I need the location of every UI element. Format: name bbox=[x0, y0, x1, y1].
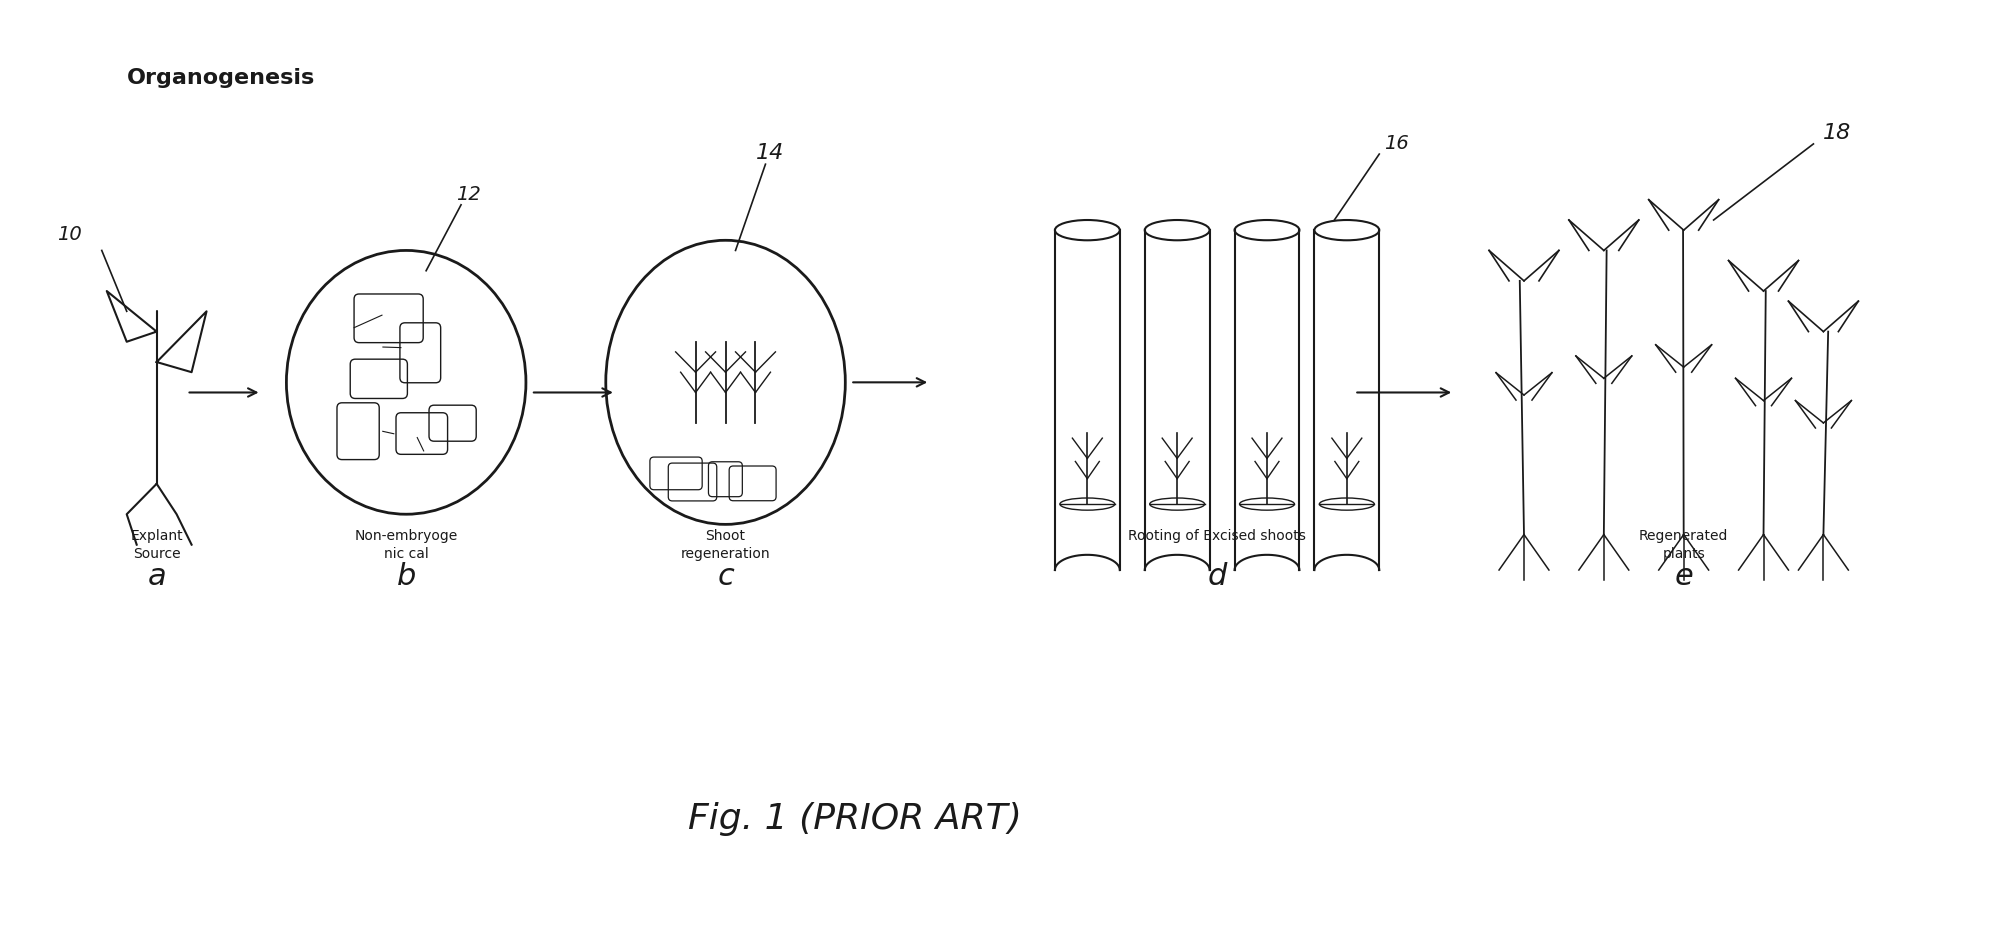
Text: 18: 18 bbox=[1823, 123, 1851, 143]
Text: 16: 16 bbox=[1385, 134, 1409, 153]
Text: a: a bbox=[147, 563, 167, 591]
Text: e: e bbox=[1674, 563, 1692, 591]
Text: Organogenesis: Organogenesis bbox=[127, 68, 316, 88]
Text: 14: 14 bbox=[756, 143, 784, 163]
Text: 10: 10 bbox=[56, 225, 82, 245]
Text: c: c bbox=[718, 563, 734, 591]
Text: Explant
Source: Explant Source bbox=[131, 529, 183, 561]
Text: Rooting of Excised shoots: Rooting of Excised shoots bbox=[1128, 529, 1306, 543]
Text: Regenerated
plants: Regenerated plants bbox=[1638, 529, 1729, 561]
Text: b: b bbox=[396, 563, 416, 591]
Text: Non-embryoge
nic cal: Non-embryoge nic cal bbox=[354, 529, 458, 561]
Text: Shoot
regeneration: Shoot regeneration bbox=[681, 529, 770, 561]
Text: d: d bbox=[1208, 563, 1226, 591]
Text: Fig. 1 (PRIOR ART): Fig. 1 (PRIOR ART) bbox=[687, 802, 1023, 835]
Text: 12: 12 bbox=[456, 184, 480, 204]
